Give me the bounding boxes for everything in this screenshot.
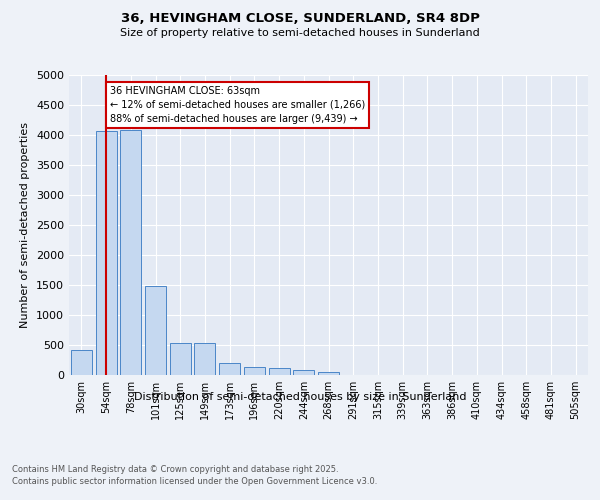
Text: Contains public sector information licensed under the Open Government Licence v3: Contains public sector information licen…: [12, 478, 377, 486]
Bar: [269, 368, 290, 375]
Text: Contains HM Land Registry data © Crown copyright and database right 2025.: Contains HM Land Registry data © Crown c…: [12, 465, 338, 474]
Text: 36, HEVINGHAM CLOSE, SUNDERLAND, SR4 8DP: 36, HEVINGHAM CLOSE, SUNDERLAND, SR4 8DP: [121, 12, 479, 26]
Text: Distribution of semi-detached houses by size in Sunderland: Distribution of semi-detached houses by …: [134, 392, 466, 402]
Text: Size of property relative to semi-detached houses in Sunderland: Size of property relative to semi-detach…: [120, 28, 480, 38]
Bar: [71, 350, 92, 375]
Bar: [293, 370, 314, 375]
Bar: [244, 366, 265, 375]
Bar: [95, 132, 116, 375]
Bar: [219, 363, 240, 375]
Text: 36 HEVINGHAM CLOSE: 63sqm
← 12% of semi-detached houses are smaller (1,266)
88% : 36 HEVINGHAM CLOSE: 63sqm ← 12% of semi-…: [110, 86, 365, 124]
Bar: [318, 372, 339, 375]
Bar: [194, 343, 215, 375]
Bar: [145, 286, 166, 375]
Bar: [170, 343, 191, 375]
Bar: [120, 130, 141, 375]
Y-axis label: Number of semi-detached properties: Number of semi-detached properties: [20, 122, 31, 328]
